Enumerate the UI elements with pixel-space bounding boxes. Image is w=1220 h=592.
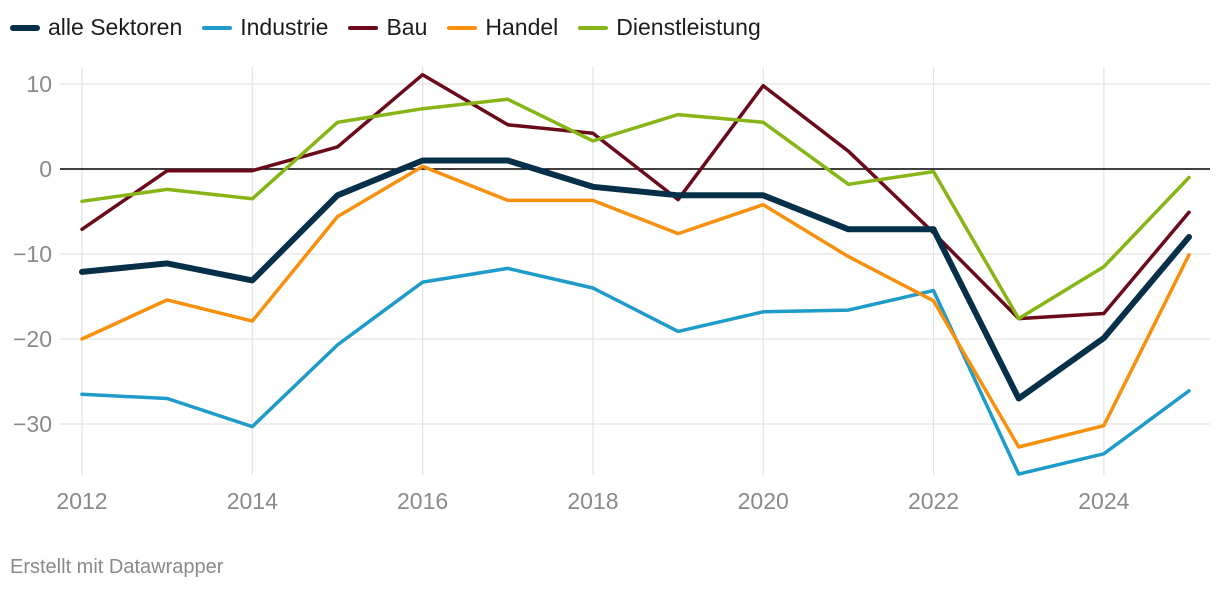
x-tick-label: 2014 [227,488,278,514]
legend-swatch [348,25,379,30]
series-line-alle-sektoren [79,157,1192,402]
y-tick-label: −10 [13,241,52,267]
x-tick-label: 2024 [1078,488,1129,514]
x-tick-label: 2022 [908,488,959,514]
x-tick-label: 2018 [567,488,618,514]
legend-swatch [447,25,478,30]
y-tick-label: 0 [39,156,52,182]
legend-item-handel: Handel [447,14,558,41]
legend-swatch [578,25,609,30]
legend-label: Dienstleistung [616,14,761,40]
legend-item-bau: Bau [348,14,427,41]
legend-item-dienstleistung: Dienstleistung [578,14,761,41]
legend-swatch [202,25,233,30]
legend-swatch [10,24,40,31]
series-line-handel [80,164,1191,449]
chart-legend: alle Sektoren Industrie Bau Handel Diens… [10,14,781,41]
x-tick-label: 2020 [738,488,789,514]
footer-credit: Erstellt mit Datawrapper [10,556,224,578]
legend-item-industrie: Industrie [202,14,328,41]
x-tick-label: 2016 [397,488,448,514]
y-tick-label: 10 [26,71,52,97]
series-line-bau [80,72,1191,321]
y-tick-label: −20 [13,326,52,352]
legend-item-alle-sektoren: alle Sektoren [10,14,182,41]
x-tick-label: 2012 [56,488,107,514]
legend-label: alle Sektoren [48,14,183,40]
series-line-dienstleistung [80,97,1191,321]
y-tick-label: −30 [13,411,52,437]
legend-label: Bau [386,14,428,40]
legend-label: Handel [485,14,559,40]
legend-label: Industrie [240,14,329,40]
series-line-industrie [80,266,1191,476]
